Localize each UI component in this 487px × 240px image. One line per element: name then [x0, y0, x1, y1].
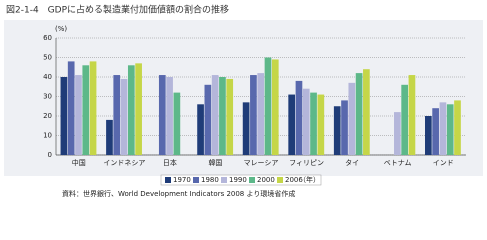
bar — [317, 94, 325, 155]
legend-swatch — [249, 177, 255, 183]
y-tick-label: 30 — [43, 93, 52, 101]
bar — [158, 75, 166, 155]
legend-box — [160, 174, 322, 186]
x-tick-label: インド — [433, 159, 454, 167]
x-tick-label: マレーシア — [244, 159, 279, 167]
bar — [288, 94, 296, 155]
bar — [425, 116, 432, 155]
bar — [264, 57, 272, 155]
y-tick-label: 0 — [48, 151, 52, 159]
chart-title: 図2-1-4 GDPに占める製造業付加価値額の割合の推移 — [6, 4, 229, 16]
legend-label: 1990 — [229, 176, 247, 184]
bar — [302, 88, 310, 155]
bar — [82, 65, 90, 155]
x-tick-label: ベトナム — [384, 159, 412, 167]
y-tick-label: 40 — [43, 73, 52, 81]
bar — [271, 59, 279, 156]
legend-label: 2006 — [285, 176, 303, 184]
bar — [135, 63, 142, 155]
bar — [166, 77, 173, 155]
y-tick-label: 20 — [43, 112, 52, 120]
bar — [401, 84, 408, 155]
bar — [394, 112, 401, 155]
source-note: 資料：世界銀行、World Development Indicators 200… — [62, 189, 295, 198]
legend-label: 2000 — [257, 176, 275, 184]
legend-unit: （年） — [299, 175, 320, 184]
bar — [439, 102, 447, 155]
bar — [348, 82, 356, 155]
x-tick-label: 日本 — [163, 158, 177, 167]
legend-swatch — [221, 177, 227, 183]
bar — [355, 73, 363, 155]
bar — [295, 80, 303, 155]
legend-swatch — [165, 177, 171, 183]
bar — [242, 102, 250, 155]
x-tick-label: インドネシア — [103, 159, 145, 167]
bar — [363, 69, 370, 155]
legend-swatch — [193, 177, 199, 183]
bar — [113, 75, 121, 155]
bar — [75, 75, 82, 155]
bar — [173, 92, 181, 155]
bar — [454, 100, 461, 155]
bar — [446, 104, 454, 155]
bar — [250, 75, 257, 155]
bar — [60, 77, 68, 155]
chart: 図2-1-4 GDPに占める製造業付加価値額の割合の推移 (%) 資料：世界銀行… — [4, 4, 483, 198]
bar — [333, 106, 341, 155]
bar — [257, 73, 265, 155]
legend-swatch — [277, 177, 283, 183]
y-tick-label: 10 — [43, 132, 52, 140]
bar — [341, 100, 348, 155]
bar — [432, 108, 439, 155]
bar — [197, 104, 204, 155]
bar — [120, 78, 128, 155]
y-tick-label: 60 — [43, 34, 52, 42]
bar — [106, 119, 113, 155]
x-tick-label: タイ — [345, 158, 359, 167]
bar — [67, 61, 75, 155]
y-unit: (%) — [55, 25, 67, 33]
bar — [226, 78, 234, 155]
bar — [408, 75, 416, 155]
bar — [211, 75, 219, 155]
bar — [89, 61, 97, 155]
bar — [219, 77, 226, 155]
x-tick-label: 中国 — [72, 158, 86, 167]
x-tick-label: フィリピン — [289, 159, 324, 167]
legend-label: 1980 — [201, 176, 219, 184]
bar — [204, 84, 212, 155]
y-tick-label: 50 — [43, 54, 52, 62]
legend-label: 1970 — [173, 176, 191, 184]
bar — [127, 65, 135, 155]
x-tick-label: 韓国 — [208, 158, 222, 167]
bar — [310, 92, 317, 155]
